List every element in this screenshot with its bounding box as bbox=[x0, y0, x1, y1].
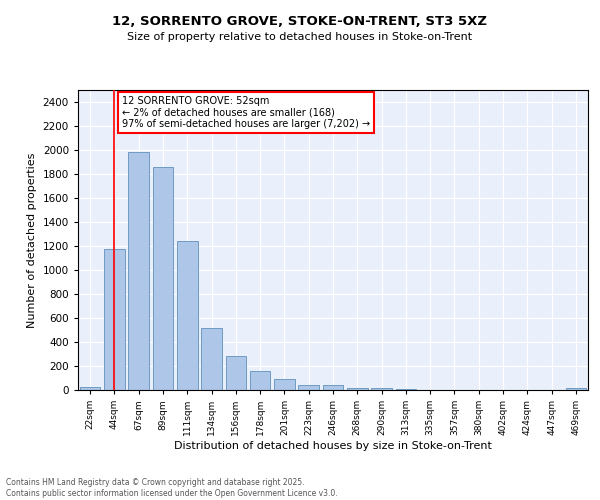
Bar bbox=[201, 328, 222, 390]
Bar bbox=[347, 388, 368, 390]
Y-axis label: Number of detached properties: Number of detached properties bbox=[27, 152, 37, 328]
Bar bbox=[566, 388, 586, 390]
Bar bbox=[274, 378, 295, 390]
Bar bbox=[371, 388, 392, 390]
Bar bbox=[250, 372, 271, 390]
Bar bbox=[128, 152, 149, 390]
Text: Size of property relative to detached houses in Stoke-on-Trent: Size of property relative to detached ho… bbox=[127, 32, 473, 42]
Text: Contains HM Land Registry data © Crown copyright and database right 2025.
Contai: Contains HM Land Registry data © Crown c… bbox=[6, 478, 338, 498]
Bar bbox=[80, 387, 100, 390]
Text: 12, SORRENTO GROVE, STOKE-ON-TRENT, ST3 5XZ: 12, SORRENTO GROVE, STOKE-ON-TRENT, ST3 … bbox=[113, 15, 487, 28]
Bar bbox=[298, 384, 319, 390]
Bar bbox=[104, 249, 125, 390]
Bar bbox=[152, 167, 173, 390]
X-axis label: Distribution of detached houses by size in Stoke-on-Trent: Distribution of detached houses by size … bbox=[174, 441, 492, 451]
Bar bbox=[177, 240, 197, 390]
Bar bbox=[226, 356, 246, 390]
Text: 12 SORRENTO GROVE: 52sqm
← 2% of detached houses are smaller (168)
97% of semi-d: 12 SORRENTO GROVE: 52sqm ← 2% of detache… bbox=[122, 96, 370, 129]
Bar bbox=[323, 384, 343, 390]
